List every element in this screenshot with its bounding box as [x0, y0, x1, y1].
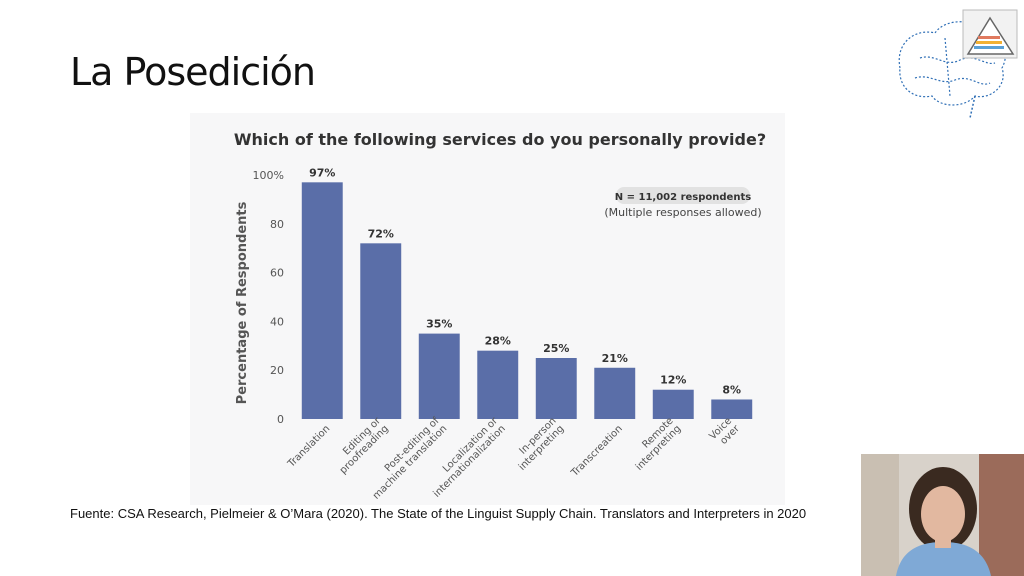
- slide-title: La Posedición: [70, 50, 316, 94]
- respondents-badge-bg: [616, 187, 750, 204]
- bar: [535, 358, 577, 419]
- source-citation: Fuente: CSA Research, Pielmeier & O’Mara…: [70, 506, 807, 521]
- bar: [418, 333, 460, 419]
- y-axis-ticks: 0 20 40 60 80 100%: [253, 169, 284, 426]
- bar: [711, 399, 753, 419]
- webcam-video: [861, 454, 1024, 576]
- chart-panel: Which of the following services do you p…: [190, 113, 785, 505]
- respondents-badge: N = 11,002 respondents: [615, 192, 751, 203]
- y-axis-label: Percentage of Respondents: [235, 201, 250, 404]
- bar: [360, 243, 402, 419]
- y-tick-label: 0: [277, 413, 284, 426]
- x-axis-label-group: Translation Editing orproofreadingPost-ed…: [285, 415, 742, 502]
- y-tick-label: 40: [270, 315, 284, 328]
- x-tick-label-line: Transcreation: [569, 423, 625, 479]
- data-label: 35%: [426, 318, 452, 331]
- x-tick-label: Transcreation: [569, 423, 625, 479]
- bar: [301, 182, 343, 419]
- bar-group: [301, 182, 753, 419]
- data-label: 12%: [660, 374, 686, 387]
- x-tick-label: Translation: [285, 423, 332, 470]
- brain-logo: [890, 8, 1020, 123]
- data-label: 28%: [485, 335, 511, 348]
- y-tick-label: 100%: [253, 169, 284, 182]
- x-tick-label-line: Translation: [285, 423, 332, 470]
- bar: [594, 367, 636, 419]
- y-tick-label: 80: [270, 218, 284, 231]
- chart-title: Which of the following services do you p…: [234, 130, 766, 149]
- y-tick-label: 60: [270, 267, 284, 280]
- y-tick-label: 20: [270, 364, 284, 377]
- bar: [477, 350, 519, 419]
- multiple-responses-note: (Multiple responses allowed): [604, 206, 761, 219]
- data-label: 8%: [722, 383, 741, 396]
- bar: [652, 389, 694, 419]
- data-label: 97%: [309, 166, 335, 179]
- data-label: 72%: [368, 227, 394, 240]
- data-label-group: 97% 72% 35% 28% 25% 21% 12% 8%: [309, 166, 741, 396]
- data-label: 25%: [543, 342, 569, 355]
- data-label: 21%: [602, 352, 628, 365]
- bar-chart: Which of the following services do you p…: [234, 130, 766, 502]
